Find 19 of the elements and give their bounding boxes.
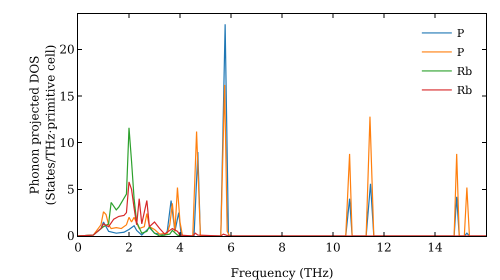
- y-axis-title: Phonon projected DOS (States/THz·primitive cell): [28, 44, 58, 206]
- legend-label: Rb: [456, 84, 472, 98]
- legend-label: Rb: [456, 65, 472, 78]
- legend-label: P: [456, 46, 465, 60]
- x-tick-label: 6: [227, 240, 235, 254]
- line-series: [78, 181, 486, 236]
- legend-label: P: [456, 27, 465, 40]
- y-tick-label: 0: [66, 229, 75, 244]
- x-axis-title: Frequency (THz): [230, 266, 334, 280]
- x-tick-label: 12: [376, 240, 392, 254]
- y-tick-label: 10: [59, 136, 75, 150]
- x-tick-label: 10: [325, 240, 341, 254]
- x-tick-label: 14: [427, 240, 443, 254]
- y-tick-label: 5: [66, 182, 75, 197]
- x-tick-label: 2: [125, 240, 133, 254]
- x-tick-label: 4: [176, 240, 184, 254]
- y-tick-label: 15: [59, 89, 75, 104]
- y-tick-label: 20: [59, 42, 75, 57]
- x-tick-label: 8: [278, 240, 286, 254]
